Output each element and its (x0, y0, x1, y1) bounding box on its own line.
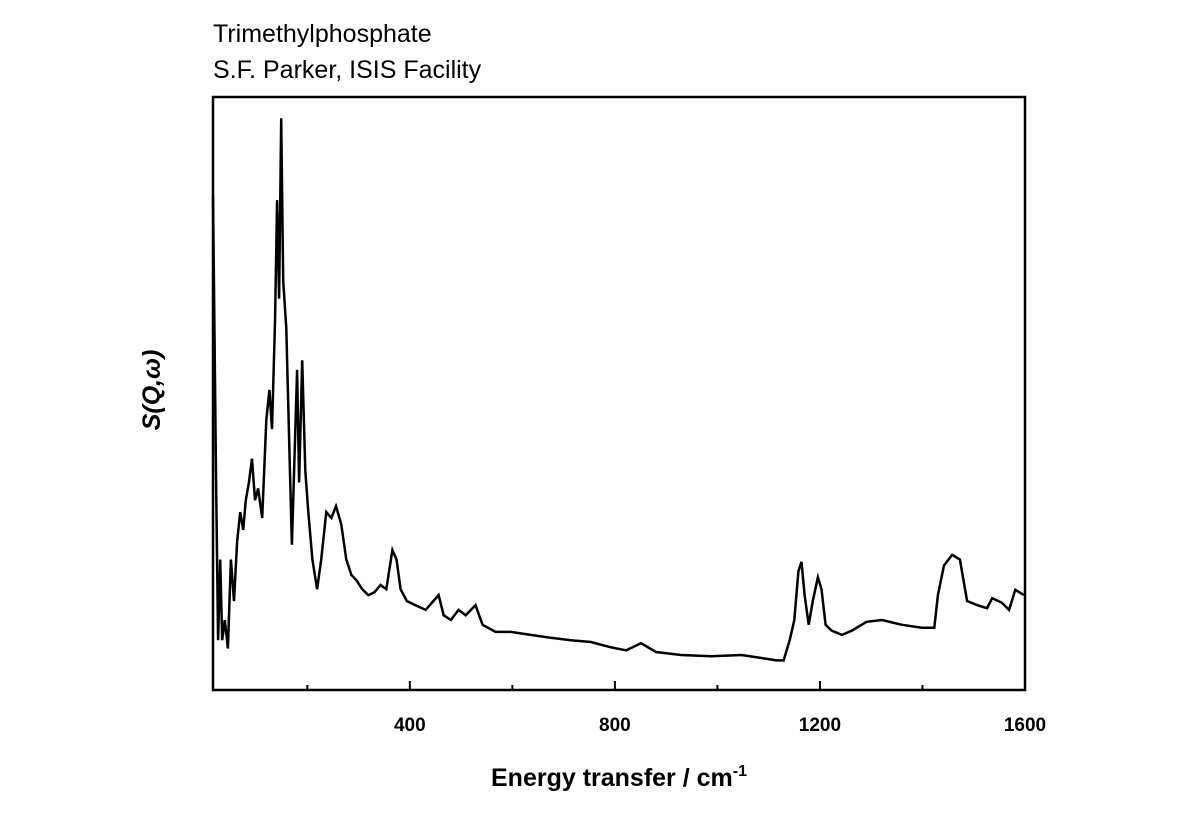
x-axis-label-sup: -1 (733, 763, 747, 780)
x-tick-label: 1200 (799, 715, 841, 736)
y-axis-label: S(Q,ω) (138, 350, 166, 431)
spectrum-line (211, 118, 1025, 662)
plot-frame (211, 95, 1027, 692)
x-tick-label: 800 (599, 715, 631, 736)
x-axis-label: Energy transfer / cm-1 (491, 763, 747, 792)
chart-title: Trimethylphosphate (213, 20, 432, 48)
x-tick-label: 400 (394, 715, 426, 736)
chart-subtitle: S.F. Parker, ISIS Facility (213, 56, 482, 84)
x-tick-label: 1600 (1004, 715, 1046, 736)
x-axis-label-text: Energy transfer / cm (491, 764, 733, 792)
